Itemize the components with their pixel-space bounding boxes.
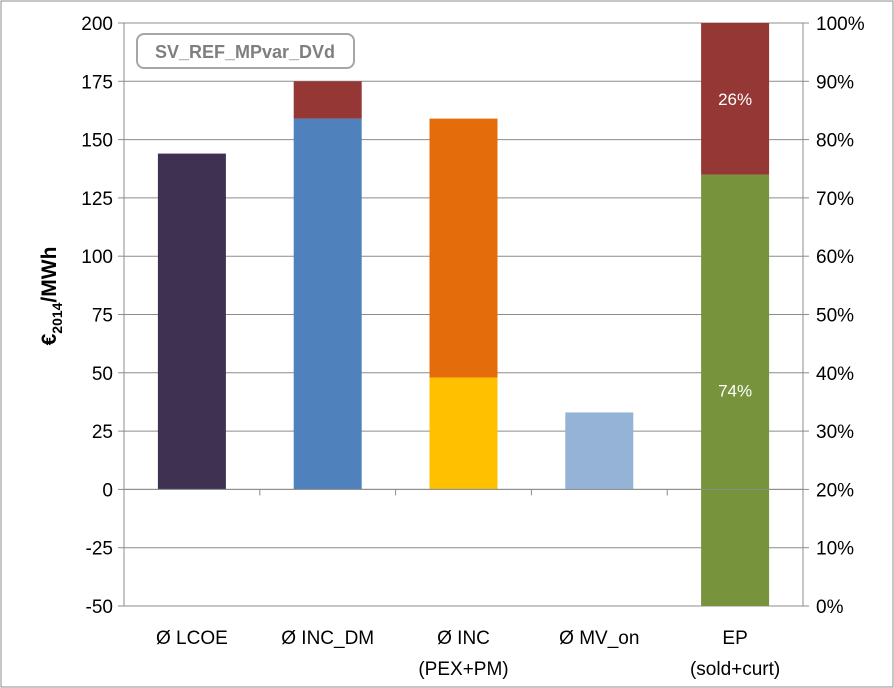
right-tick-label: 60% [816,247,854,268]
right-tick-label: 80% [816,131,854,152]
segment-value-label: 74% [718,381,752,400]
bar-segment [565,412,634,490]
left-tick-label: -50 [86,597,113,618]
left-tick-label: 125 [81,189,113,210]
left-tick-label: 50 [92,364,113,385]
category-label: Ø INC [437,628,490,649]
category-label: Ø INC_DM [281,628,374,649]
bar-segment [701,174,770,606]
category-label-line2: (PEX+PM) [418,659,508,680]
y-axis-title-sub: 2014 [49,302,65,333]
bar-segment [429,377,498,490]
right-tick-label: 100% [816,14,865,35]
right-axis-ticks: 100% 90% 80% 70% 60% 50% 40% 30% 20% 10% 0% [816,14,865,618]
segment-labels: 74% 26% [718,90,752,401]
annotation-box [136,33,355,69]
right-tick-label: 90% [816,72,854,93]
bar-segment [293,81,362,119]
left-tick-label: 75 [92,306,113,327]
bars [157,23,770,606]
bar-segment [293,118,362,490]
left-tick-label: 150 [81,131,113,152]
right-tick-label: 30% [816,422,854,443]
y-axis-title-main: € [38,333,61,345]
category-label: Ø LCOE [156,628,228,649]
bar-segment [701,23,770,175]
category-labels: Ø LCOE Ø INC_DM Ø INC (PEX+PM) Ø MV_on EP (sol… [156,628,780,680]
bar-segment [429,118,498,378]
left-axis-ticks: 200 175 150 125 100 75 50 25 0 -25 -50 [81,14,113,618]
right-tick-label: 70% [816,189,854,210]
category-label-line2: (sold+curt) [690,659,780,680]
left-tick-label: 175 [81,72,113,93]
right-tick-label: 40% [816,364,854,385]
right-tick-label: 10% [816,539,854,560]
left-tick-label: 25 [92,422,113,443]
category-label: EP [722,628,747,649]
axes [118,22,809,607]
annotation-text: SV_REF_MPvar_DVd [155,42,335,62]
right-tick-label: 0% [816,597,844,618]
left-tick-label: 100 [81,247,113,268]
left-tick-label: 200 [81,14,113,35]
category-label: Ø MV_on [559,628,639,649]
y-axis-title-tail: /MWh [38,247,61,303]
right-tick-label: 20% [816,480,854,501]
bar-segment [157,153,226,490]
y-axis-title: €2014/MWh [38,247,65,346]
segment-value-label: 26% [718,90,752,109]
left-tick-label: 0 [102,480,113,501]
left-tick-label: -25 [86,539,113,560]
right-tick-label: 50% [816,306,854,327]
